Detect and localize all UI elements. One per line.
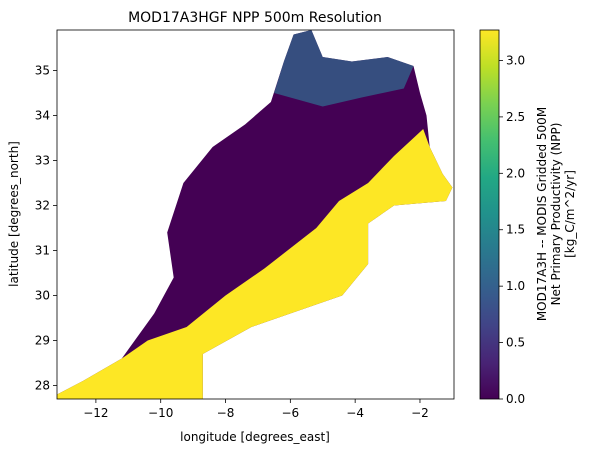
- x-tick-label: −12: [83, 406, 108, 420]
- y-tick-label: 29: [35, 334, 50, 348]
- y-tick-label: 33: [35, 154, 50, 168]
- chart-title: MOD17A3HGF NPP 500m Resolution: [128, 10, 382, 26]
- y-tick-label: 35: [35, 64, 50, 78]
- colorbar-tick-label: 2.5: [506, 110, 525, 124]
- colorbar-label-line-3: [kg_C/m^2/yr]: [563, 170, 577, 258]
- x-axis: −12 −10 −8 −6 −4 −2: [83, 399, 429, 420]
- colorbar: [479, 29, 500, 400]
- y-tick-label: 31: [35, 244, 50, 258]
- colorbar-tick-label: 1.0: [506, 279, 525, 293]
- colorbar-tick-label: 3.0: [506, 53, 525, 67]
- y-tick-label: 32: [35, 199, 50, 213]
- colorbar-label-line-2: Net Primary Productivity (NPP): [549, 123, 563, 306]
- mid-npp-region: [274, 30, 414, 107]
- y-tick-label: 34: [35, 109, 50, 123]
- plot-frame: [56, 29, 455, 400]
- x-tick-label: −10: [148, 406, 173, 420]
- colorbar-tick-label: 0.5: [506, 336, 525, 350]
- x-tick-label: −6: [281, 406, 299, 420]
- x-tick-label: −8: [217, 406, 235, 420]
- x-tick-label: −2: [411, 406, 429, 420]
- colorbar-ticks: 0.0 0.5 1.0 1.5 2.0 2.5 3.0: [499, 53, 525, 406]
- colorbar-tick-label: 2.0: [506, 166, 525, 180]
- y-tick-label: 30: [35, 289, 50, 303]
- y-axis-label: latitude [degrees_north]: [7, 141, 21, 287]
- colorbar-label-line-1: MOD17A3H -- MODIS Gridded 500M: [535, 107, 549, 321]
- x-tick-label: −4: [346, 406, 364, 420]
- raster-layer: [57, 30, 453, 399]
- low-npp-region: [57, 30, 453, 399]
- y-tick-label: 28: [35, 379, 50, 393]
- colorbar-tick-label: 0.0: [506, 392, 525, 406]
- colorbar-label: MOD17A3H -- MODIS Gridded 500M Net Prima…: [535, 107, 577, 321]
- high-npp-region: [57, 129, 453, 399]
- colorbar-tick-label: 1.5: [506, 223, 525, 237]
- y-axis: 28 29 30 31 32 33 34 35: [35, 64, 57, 393]
- x-axis-label: longitude [degrees_east]: [180, 430, 330, 444]
